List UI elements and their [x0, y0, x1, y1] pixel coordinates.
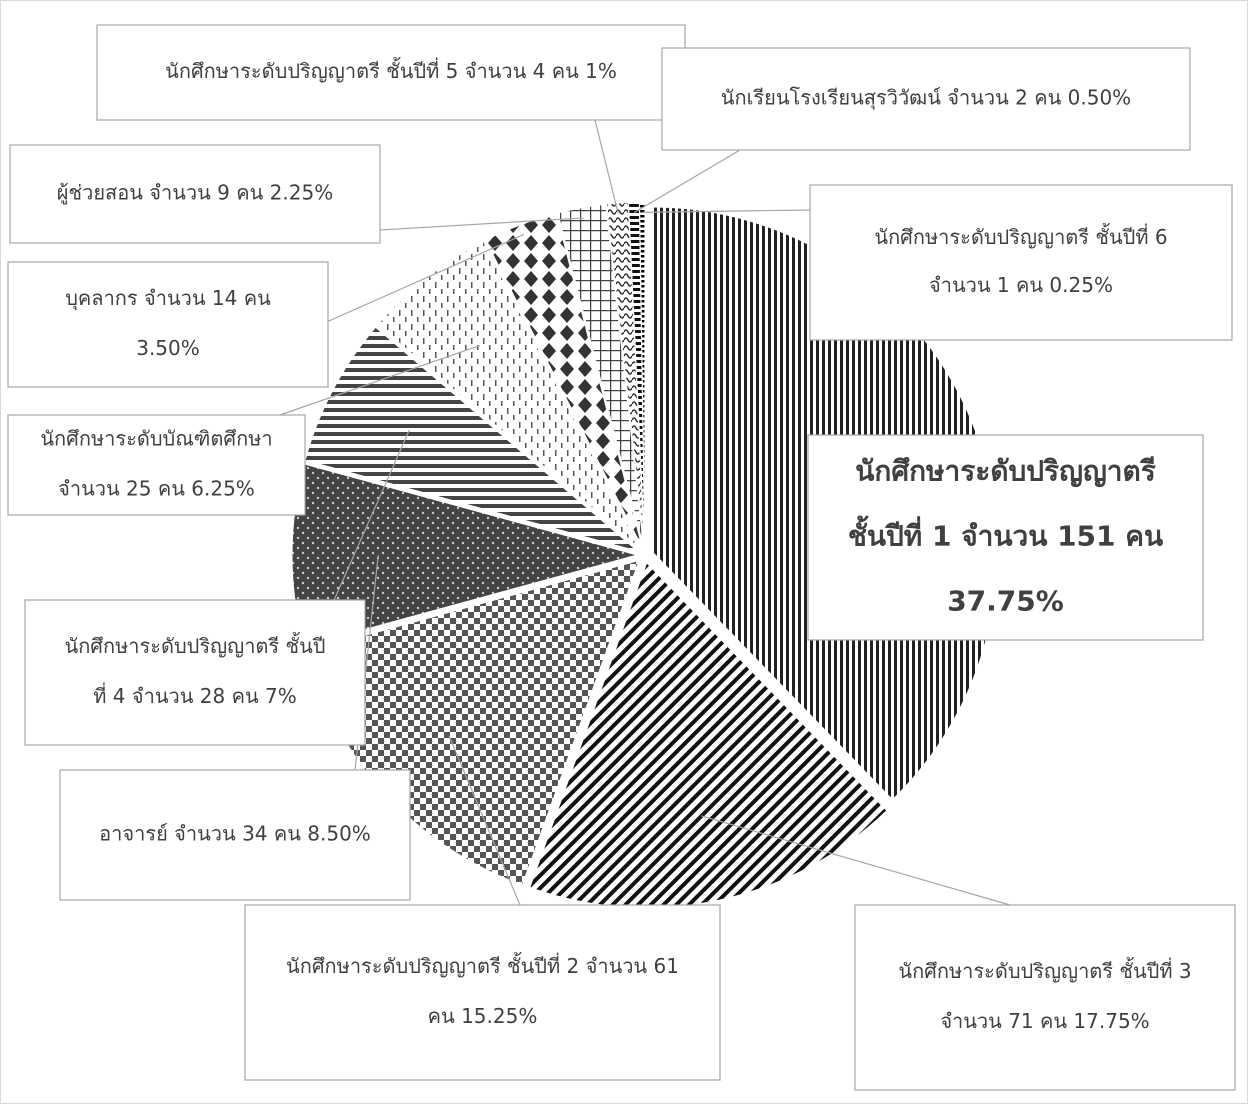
- data-label: จำนวน 71 คน 17.75%: [940, 1009, 1149, 1033]
- label-box: [9, 144, 381, 244]
- data-label: นักศึกษาระดับปริญญาตรี ชั้นปีที่ 3: [898, 957, 1191, 983]
- label-box: [24, 599, 366, 746]
- data-label: บุคลากร จำนวน 14 คน: [65, 286, 271, 311]
- pie-slice: [639, 201, 646, 548]
- label-box: [7, 261, 329, 388]
- leader-line: [448, 735, 521, 906]
- pie-slice: [304, 326, 639, 552]
- pie-slice: [557, 203, 645, 548]
- data-label: คน 15.25%: [428, 1004, 538, 1028]
- leader-line: [594, 119, 619, 214]
- data-label: ผู้ช่วยสอน จำนวน 9 คน 2.25%: [57, 181, 333, 206]
- label-box: [809, 184, 1233, 341]
- leader-line: [700, 815, 1011, 906]
- label-box: [7, 414, 306, 516]
- pie-slice: [529, 561, 888, 909]
- data-label: จำนวน 25 คน 6.25%: [58, 477, 255, 501]
- data-label: 37.75%: [947, 585, 1064, 618]
- label-box: [854, 904, 1236, 1091]
- leader-line: [279, 344, 481, 416]
- data-label: นักเรียนโรงเรียนสุรวิวัฒน์ จำนวน 2 คน 0.…: [721, 86, 1131, 111]
- data-label: 3.50%: [136, 336, 200, 360]
- pie-slice: [484, 212, 643, 548]
- data-label: ที่ 4 จำนวน 28 คน 7%: [93, 682, 296, 708]
- leader-line: [633, 149, 741, 214]
- leader-line: [379, 217, 584, 231]
- data-label: นักศึกษาระดับปริญญาตรี ชั้นปีที่ 5 จำนวน…: [165, 57, 617, 83]
- data-label: จำนวน 1 คน 0.25%: [929, 273, 1113, 297]
- data-label: นักศึกษาระดับปริญญาตรี ชั้นปี: [65, 632, 326, 658]
- label-box: [59, 769, 411, 901]
- label-box: [661, 47, 1191, 151]
- label-box: [244, 904, 721, 1081]
- data-label: นักศึกษาระดับปริญญาตรี ชั้นปีที่ 2 จำนวน…: [286, 952, 679, 978]
- data-label: นักศึกษาระดับปริญญาตรี ชั้นปีที่ 6: [874, 223, 1167, 249]
- label-box: [96, 24, 686, 121]
- label-box: [807, 434, 1204, 641]
- data-label: นักศึกษาระดับบัณฑิตศึกษา: [40, 427, 272, 451]
- data-label: อาจารย์ จำนวน 34 คน 8.50%: [99, 822, 371, 846]
- data-label: ชั้นปีที่ 1 จำนวน 151 คน: [848, 515, 1163, 553]
- leader-line: [642, 209, 811, 213]
- data-label: นักศึกษาระดับปริญญาตรี: [855, 455, 1156, 488]
